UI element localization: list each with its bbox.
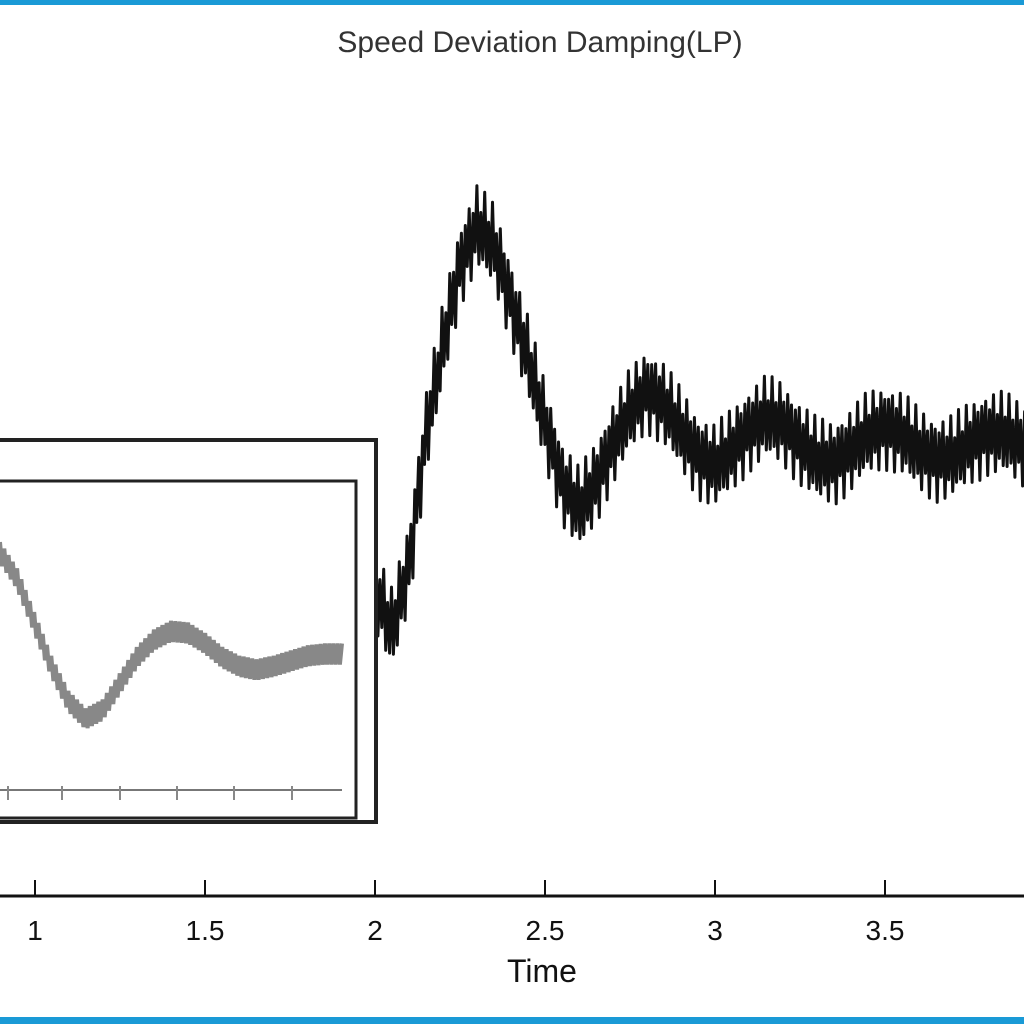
x-tick-label: 1.5 [186, 915, 225, 946]
x-tick-label: 3 [707, 915, 723, 946]
inset-ticks [7, 786, 293, 800]
x-axis-label: Time [507, 953, 577, 989]
x-tick-label: 2.5 [526, 915, 565, 946]
x-tick-label: 3.5 [866, 915, 905, 946]
inset-line [0, 541, 344, 729]
chart-title: Speed Deviation Damping(LP) [337, 26, 742, 59]
x-tick-label: 1 [27, 915, 43, 946]
x-axis-ticks: 1 1.5 2 2.5 3 3.5 [27, 880, 904, 946]
main-series [366, 184, 1024, 656]
x-tick-label: 2 [367, 915, 383, 946]
inset-panel [0, 438, 378, 824]
speed-deviation-line [366, 184, 1024, 656]
inset-series [0, 541, 344, 729]
